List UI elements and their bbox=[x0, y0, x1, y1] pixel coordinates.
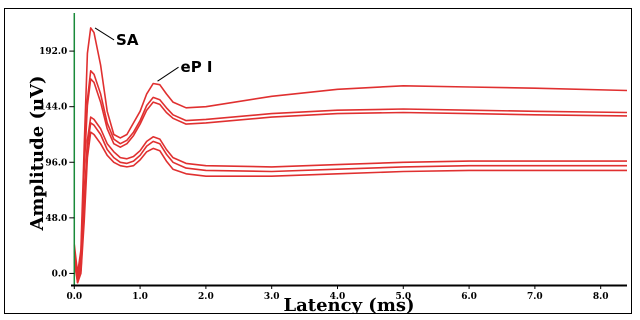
y-tick-label-0: 0.0 bbox=[52, 269, 68, 279]
x-tick-label-2: 2.0 bbox=[198, 292, 214, 302]
x-tick-label-5: 5.0 bbox=[395, 292, 411, 302]
annotation-label-0: SA bbox=[116, 31, 139, 49]
x-tick-label-0: 0.0 bbox=[66, 292, 82, 302]
trace-line-2 bbox=[73, 70, 628, 280]
trace-line-6 bbox=[73, 131, 627, 284]
x-tick-label-7: 7.0 bbox=[527, 292, 543, 302]
x-tick-label-6: 6.0 bbox=[461, 292, 477, 302]
y-tick-label-2: 96.0 bbox=[45, 158, 67, 168]
y-ticks-group: 0.0 48.0 96.0 144.0 192.0 bbox=[39, 47, 75, 279]
y-axis-title: Amplitude (uV) bbox=[27, 75, 48, 231]
annotation-leader-1 bbox=[157, 66, 179, 82]
x-tick-label-4: 4.0 bbox=[330, 292, 346, 302]
annotation-leader-0 bbox=[94, 27, 115, 41]
x-tick-label-3: 3.0 bbox=[264, 292, 280, 302]
x-tick-label-1: 1.0 bbox=[132, 292, 148, 302]
chart-frame: SA eP I 0.0 48.0 96.0 144.0 192.0 0.0 1.0 2.0 3.… bbox=[4, 8, 632, 314]
amplitude-latency-chart: SA eP I 0.0 48.0 96.0 144.0 192.0 0.0 1.0 2.0 3.… bbox=[27, 13, 628, 313]
annotations-group: SA eP I bbox=[94, 27, 213, 82]
trace-line-5 bbox=[73, 122, 627, 280]
traces-group bbox=[73, 27, 628, 284]
trace-line-4 bbox=[73, 116, 627, 284]
trace-line-1 bbox=[73, 27, 628, 275]
x-ticks-group: 0.0 1.0 2.0 3.0 4.0 5.0 6.0 7.0 8.0 bbox=[66, 285, 609, 302]
y-tick-label-4: 192.0 bbox=[39, 47, 67, 57]
y-tick-label-1: 48.0 bbox=[45, 214, 67, 224]
y-tick-label-3: 144.0 bbox=[39, 103, 67, 113]
annotation-label-1: eP I bbox=[181, 58, 213, 76]
trace-line-3 bbox=[73, 78, 628, 278]
x-tick-label-8: 8.0 bbox=[593, 292, 609, 302]
x-axis-title: Latency (ms) bbox=[283, 295, 414, 313]
